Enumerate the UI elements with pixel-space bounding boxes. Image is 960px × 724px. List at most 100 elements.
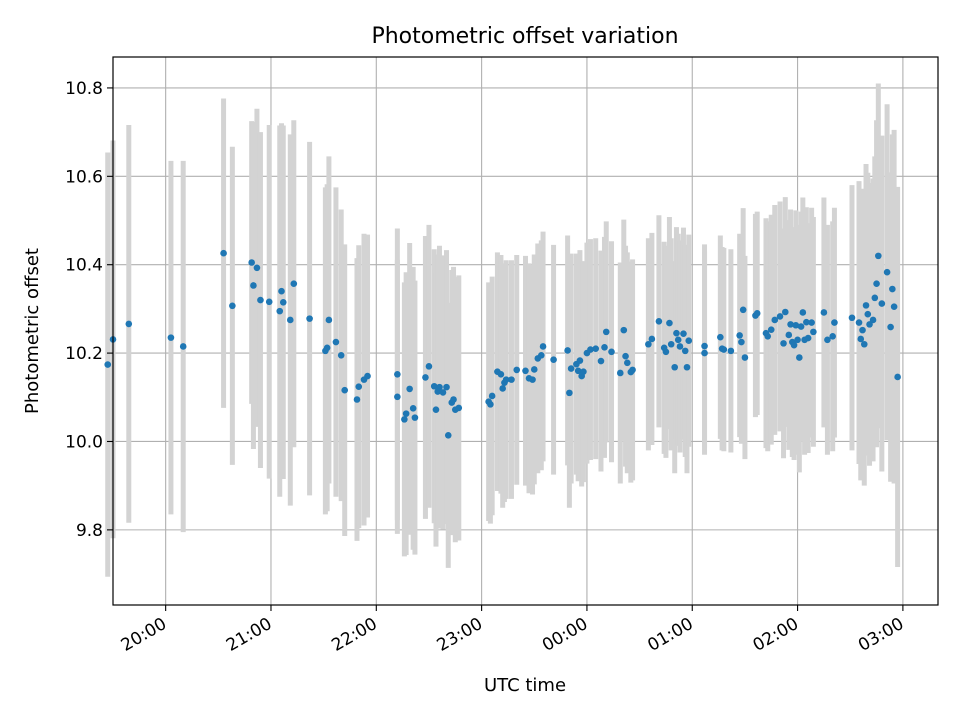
data-point xyxy=(411,414,419,421)
data-point xyxy=(796,354,803,361)
data-point xyxy=(290,280,298,288)
data-point xyxy=(878,300,886,307)
data-point xyxy=(883,268,891,276)
data-point xyxy=(550,356,557,364)
data-point xyxy=(794,336,801,344)
data-point xyxy=(862,302,870,309)
data-point xyxy=(753,310,761,317)
data-points xyxy=(104,249,901,439)
data-point xyxy=(508,376,515,383)
data-point xyxy=(824,336,831,344)
data-point xyxy=(622,352,629,360)
data-point xyxy=(767,326,775,333)
data-point xyxy=(257,296,264,304)
data-point xyxy=(680,330,687,337)
data-point xyxy=(337,352,345,359)
data-point xyxy=(785,331,793,339)
data-point xyxy=(860,340,868,348)
data-point xyxy=(685,337,693,345)
data-point xyxy=(406,385,413,393)
data-point xyxy=(276,307,284,315)
data-point xyxy=(306,315,313,322)
data-point xyxy=(803,318,810,326)
data-point xyxy=(808,319,815,326)
data-point xyxy=(355,383,363,390)
data-point xyxy=(624,359,631,367)
data-point xyxy=(620,326,628,334)
data-point xyxy=(676,343,684,350)
data-point xyxy=(738,338,745,346)
data-point xyxy=(580,368,587,375)
data-point xyxy=(701,342,708,350)
data-point xyxy=(592,345,600,352)
data-point xyxy=(402,410,410,417)
data-point xyxy=(873,280,880,288)
data-point xyxy=(792,321,800,329)
data-point xyxy=(587,346,594,353)
data-point xyxy=(890,303,898,310)
data-point xyxy=(394,393,401,401)
x-tick-label: 02:00 xyxy=(750,614,802,656)
data-point xyxy=(797,323,805,330)
data-point xyxy=(869,316,877,324)
data-point xyxy=(739,306,747,314)
data-point xyxy=(820,309,828,316)
data-point xyxy=(422,374,429,381)
data-point xyxy=(597,357,605,365)
y-tick-label: 10.2 xyxy=(65,344,103,364)
x-tick-label: 21:00 xyxy=(223,614,275,656)
data-point xyxy=(522,367,529,375)
data-point xyxy=(444,431,452,439)
data-point xyxy=(279,298,287,306)
data-point xyxy=(608,348,615,356)
data-point xyxy=(855,319,863,326)
data-point xyxy=(253,264,261,272)
data-point xyxy=(564,347,571,354)
data-point xyxy=(717,333,724,341)
data-point xyxy=(875,252,882,260)
chart-title: Photometric offset variation xyxy=(371,24,678,49)
data-point xyxy=(455,404,463,412)
data-point xyxy=(539,343,547,350)
data-point xyxy=(450,396,457,403)
data-point xyxy=(436,383,443,391)
data-point xyxy=(799,309,807,316)
data-point xyxy=(645,340,652,348)
data-point xyxy=(667,340,675,348)
data-point xyxy=(567,365,575,372)
data-point xyxy=(487,401,494,408)
x-tick-label: 23:00 xyxy=(434,614,486,656)
data-point xyxy=(576,357,584,364)
y-tick-label: 9.8 xyxy=(76,521,103,541)
data-point xyxy=(430,382,438,390)
y-axis-label: Photometric offset xyxy=(22,248,43,414)
data-point xyxy=(537,352,545,359)
data-point xyxy=(488,392,496,400)
data-point xyxy=(394,371,401,378)
data-point xyxy=(409,405,417,412)
data-point xyxy=(530,366,538,373)
y-axis-ticks: 9.8 10.0 10.2 10.4 10.6 10.8 xyxy=(65,79,113,541)
y-tick-label: 10.0 xyxy=(65,432,103,452)
data-point xyxy=(432,406,440,413)
data-point xyxy=(683,363,691,371)
data-point xyxy=(323,344,331,352)
data-point xyxy=(332,338,340,346)
data-point xyxy=(104,361,112,368)
data-point xyxy=(529,376,536,383)
error-bars xyxy=(105,83,901,577)
data-point xyxy=(513,366,521,374)
data-point xyxy=(278,287,285,295)
data-point xyxy=(401,416,408,423)
data-point xyxy=(871,294,879,302)
x-axis-ticks: 20:00 21:00 22:00 23:00 00:00 01:00 02:00 03:00 xyxy=(118,605,907,656)
data-point xyxy=(220,249,227,257)
data-point xyxy=(443,383,450,391)
data-point xyxy=(341,386,349,394)
x-tick-label: 22:00 xyxy=(328,614,380,656)
data-point xyxy=(810,328,817,336)
data-point xyxy=(167,334,175,341)
data-point xyxy=(671,363,679,371)
data-point xyxy=(265,298,273,306)
